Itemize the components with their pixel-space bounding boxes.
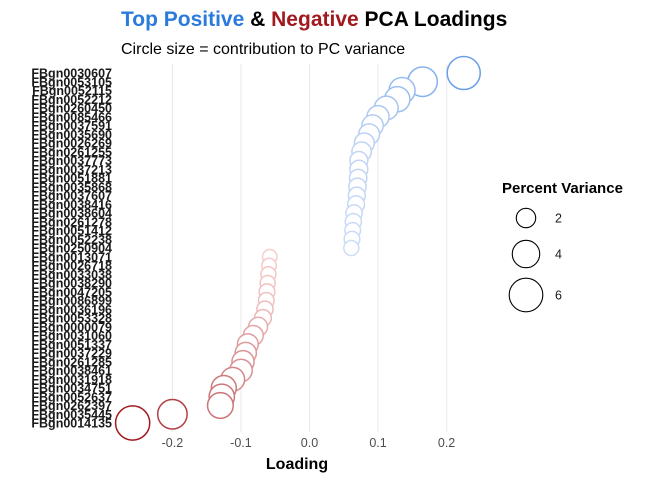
y-tick-label: FBgn0037607 [31,189,112,203]
loading-point [114,405,151,441]
y-tick-label: FBgn0030607 [31,67,112,81]
y-tick-label: FBgn0026269 [31,137,112,151]
x-tick-label: 0.2 [438,436,455,450]
y-tick-label: FBgn0035690 [31,128,112,142]
legend-title: Percent Variance [502,180,623,197]
loading-point [206,391,234,420]
y-tick-label: FBgn0052238 [31,233,112,247]
y-tick-label: FBgn0047205 [31,285,112,299]
gridlines [171,64,448,432]
y-tick-label: FBgn0035445 [31,408,112,422]
y-tick-label: FBgn0262397 [31,399,112,413]
y-tick-label: FBgn0260450 [31,102,112,116]
y-tick-label: FBgn0031918 [31,373,112,387]
title-part-negative: Negative [271,8,359,31]
loading-point [156,398,188,430]
x-tick-labels: -0.2 -0.1 0.0 0.1 0.2 [162,436,456,450]
y-tick-label: FBgn0036196 [31,303,112,317]
y-tick-label: FBgn0250904 [31,242,112,256]
y-tick-label: FBgn0051881 [31,172,112,186]
y-tick-label: FBgn0037773 [31,154,112,168]
y-tick-label: FBgn0031060 [31,329,112,343]
y-tick-label: FBgn0051337 [31,338,112,352]
legend-circle [508,277,544,313]
y-tick-label: FBgn0013071 [31,250,112,264]
chart-title: Top Positive & Negative PCA Loadings [121,8,507,31]
loading-point [343,239,360,257]
chart-subtitle: Circle size = contribution to PC varianc… [121,41,405,58]
y-tick-label: FBgn0038290 [31,277,112,291]
y-tick-label: FBgn0037213 [31,163,112,177]
y-tick-label: FBgn0035868 [31,180,112,194]
title-part-amp: & [244,8,271,31]
y-tick-label: FBgn0014135 [31,417,112,431]
size-legend: Percent Variance 2 4 6 [502,180,623,313]
x-tick-label: 0.1 [369,436,386,450]
legend-label: 6 [555,289,562,303]
x-axis-label: Loading [266,456,328,473]
y-tick-label: FBgn0261255 [31,145,112,159]
y-tick-label: FBgn0033038 [31,268,112,282]
y-tick-label: FBgn0034751 [31,382,112,396]
legend-label: 4 [555,248,562,262]
y-tick-label: FBgn0052637 [31,390,112,404]
y-tick-label: FBgn0053105 [31,75,112,89]
legend-circle [515,207,537,229]
y-tick-label: FBgn0000079 [31,320,112,334]
x-tick-label: -0.1 [230,436,252,450]
x-tick-label: -0.2 [162,436,184,450]
y-tick-label: FBgn0051412 [31,224,112,238]
y-tick-label: FBgn0037591 [31,119,112,133]
legend-label: 2 [555,212,562,226]
y-tick-label: FBgn0052212 [31,93,112,107]
loading-point [446,55,481,91]
title-part-rest: PCA Loadings [359,8,508,31]
y-tick-label: FBgn0261285 [31,355,112,369]
y-tick-label: FBgn0261278 [31,215,112,229]
y-tick-labels: FBgn0030607FBgn0053105FBgn0052115FBgn005… [31,67,112,431]
y-tick-label: FBgn0085466 [31,110,112,124]
y-tick-label: FBgn0026718 [31,259,112,273]
legend-circle [511,239,541,269]
data-points [114,55,481,441]
y-tick-label: FBgn0038604 [31,207,112,221]
y-tick-label: FBgn0086899 [31,294,112,308]
y-tick-label: FBgn0052115 [32,84,112,98]
y-tick-label: FBgn0038416 [31,198,112,212]
y-tick-label: FBgn0053328 [31,312,112,326]
y-tick-label: FBgn0037229 [31,347,112,361]
y-tick-label: FBgn0038461 [31,364,112,378]
title-part-positive: Top Positive [121,8,244,31]
x-tick-label: 0.0 [301,436,318,450]
